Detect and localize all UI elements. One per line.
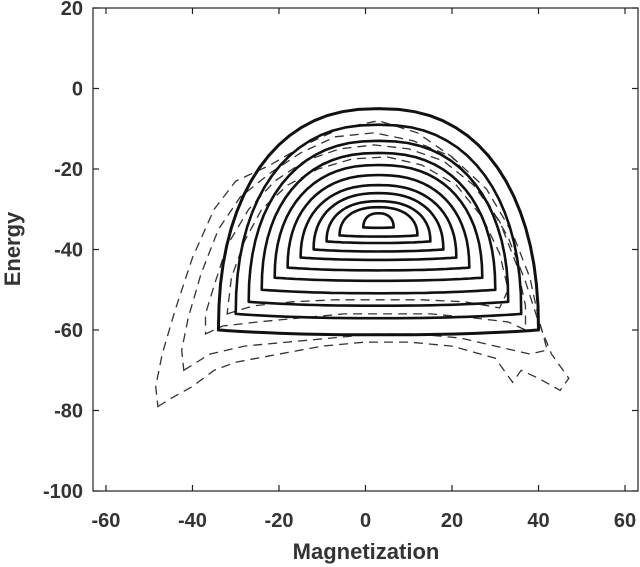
solid-contour-4 xyxy=(260,151,497,295)
solid-contour-6 xyxy=(286,173,471,272)
x-tick-label: -20 xyxy=(265,510,294,532)
solid-contour-3 xyxy=(247,139,510,307)
x-tick-label: 20 xyxy=(441,510,463,532)
dashed-contour-3 xyxy=(204,144,527,336)
y-tick-label: -100 xyxy=(43,481,83,503)
y-axis-label: Energy xyxy=(0,211,25,286)
x-tick-label: 60 xyxy=(614,510,636,532)
plot-background xyxy=(93,8,638,491)
solid-contour-2 xyxy=(234,123,523,320)
y-tick-label: 20 xyxy=(61,0,83,20)
solid-contours xyxy=(216,107,540,337)
solid-contour-11 xyxy=(362,212,395,230)
y-tick-label: -80 xyxy=(54,401,83,423)
x-tick-label: -40 xyxy=(178,510,207,532)
solid-contour-1 xyxy=(216,107,540,337)
dashed-contour-2 xyxy=(181,132,549,372)
x-tick-label: 40 xyxy=(527,510,549,532)
y-tick-label: 0 xyxy=(72,79,83,101)
solid-contour-9 xyxy=(325,199,432,245)
y-tick-label: -60 xyxy=(54,320,83,342)
x-axis-label: Magnetization xyxy=(293,539,440,564)
y-tick-label: -20 xyxy=(54,159,83,181)
plot-area xyxy=(93,8,638,491)
x-tick-label: -60 xyxy=(92,510,121,532)
solid-contour-10 xyxy=(338,205,419,238)
axes: -60 -40 -20 0 20 40 60 20 0 -20 -40 -60 -80 -100 xyxy=(43,0,639,532)
solid-contour-7 xyxy=(299,183,458,262)
solid-contour-8 xyxy=(312,191,445,253)
x-tick-label: 0 xyxy=(360,510,371,532)
solid-contour-5 xyxy=(273,163,484,283)
dashed-contour-1 xyxy=(155,120,570,408)
y-tick-label: -40 xyxy=(54,240,83,262)
